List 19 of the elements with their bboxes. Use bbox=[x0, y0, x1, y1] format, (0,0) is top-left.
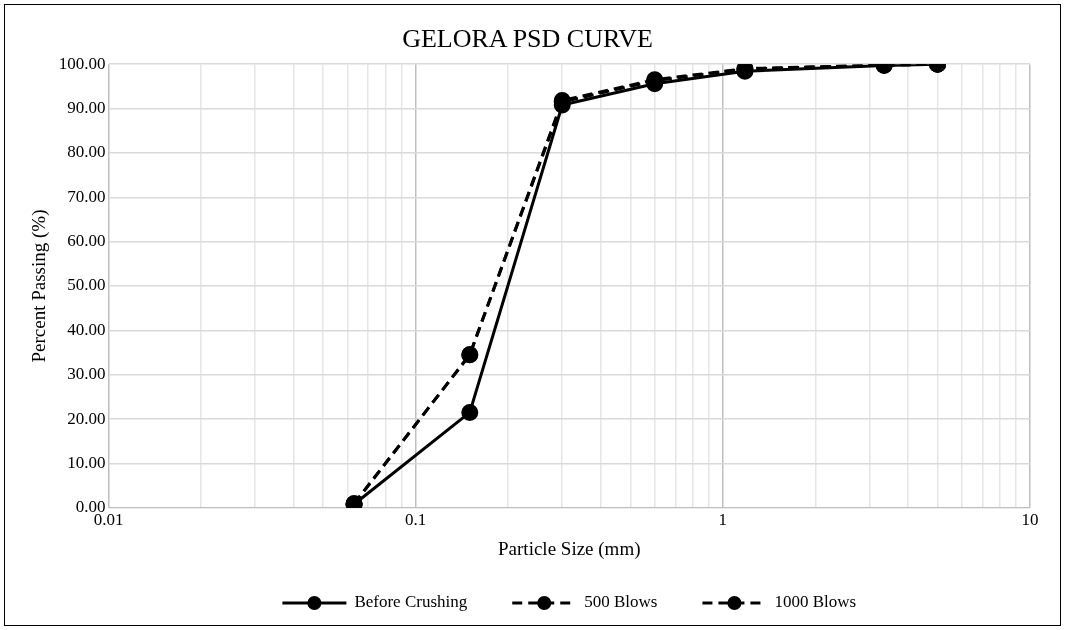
y-tick-label: 40.00 bbox=[67, 319, 106, 339]
y-tick-label: 70.00 bbox=[67, 186, 106, 206]
y-tick-label: 50.00 bbox=[67, 275, 106, 295]
legend-label: Before Crushing bbox=[354, 592, 468, 612]
legend-label: 500 Blows bbox=[584, 592, 658, 612]
x-tick-label: 10 bbox=[1021, 510, 1039, 530]
y-axis-title: Percent Passing (%) bbox=[28, 209, 51, 363]
x-tick-label: 1 bbox=[718, 510, 728, 530]
y-tick-label: 30.00 bbox=[67, 364, 106, 384]
y-tick-label: 90.00 bbox=[67, 98, 106, 118]
y-tick-label: 60.00 bbox=[67, 231, 106, 251]
y-tick-label: 20.00 bbox=[67, 408, 106, 428]
x-tick-label: 0.1 bbox=[405, 510, 427, 530]
y-tick-label: 100.00 bbox=[58, 53, 106, 73]
x-axis-title: Particle Size (mm) bbox=[498, 537, 641, 560]
chart-title: GELORA PSD CURVE bbox=[402, 24, 653, 54]
legend-label: 1000 Blows bbox=[774, 592, 857, 612]
y-tick-label: 10.00 bbox=[67, 452, 106, 472]
y-tick-label: 80.00 bbox=[67, 142, 106, 162]
